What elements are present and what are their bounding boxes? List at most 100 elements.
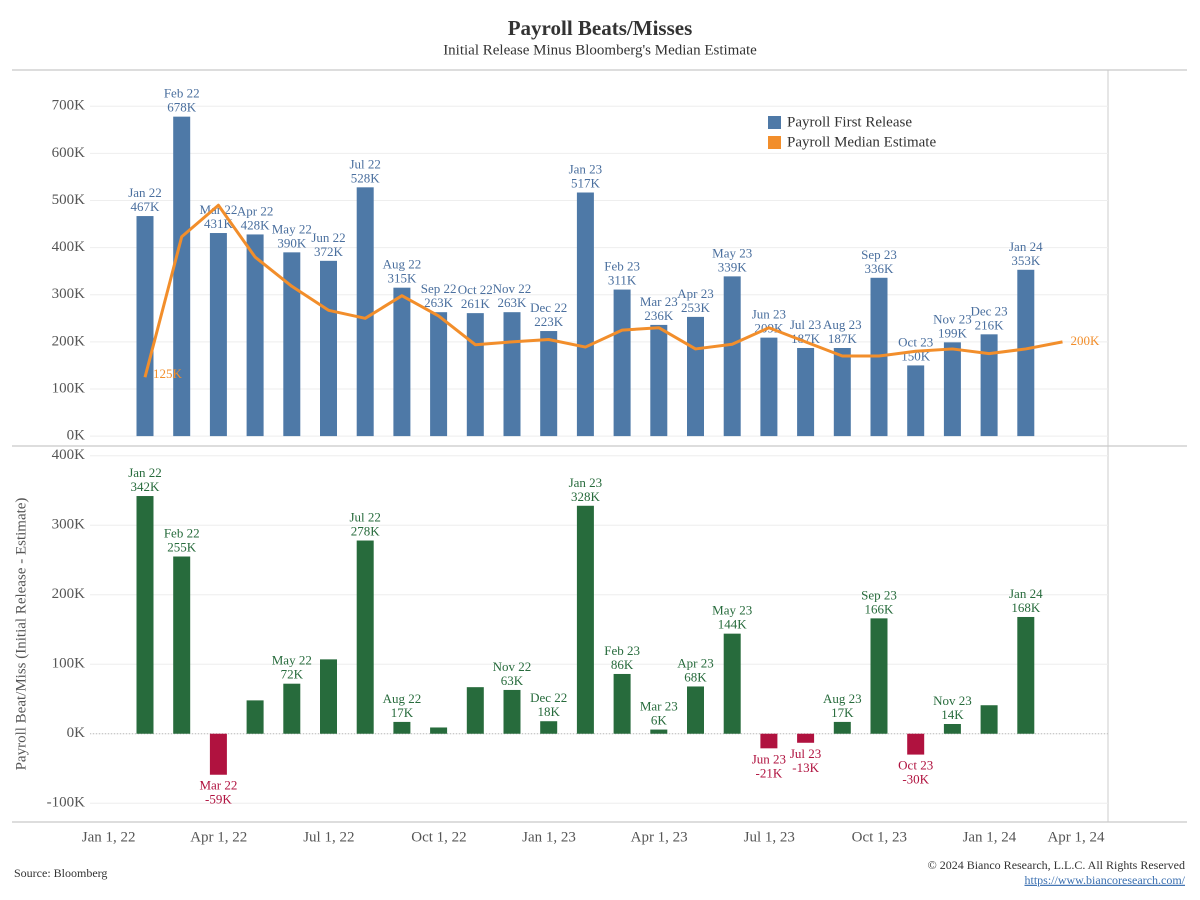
data-label: 678K (167, 100, 197, 115)
data-label: 236K (644, 308, 674, 323)
data-label-name: Apr 23 (677, 655, 713, 670)
data-label: 261K (461, 296, 491, 311)
data-label: 336K (865, 261, 895, 276)
data-label-name: Feb 23 (604, 643, 640, 658)
data-label: 144K (718, 617, 748, 632)
data-label-name: Jul 23 (790, 746, 821, 761)
bar (613, 289, 631, 437)
data-label-name: Mar 23 (640, 294, 678, 309)
data-label: 339K (718, 259, 748, 274)
data-label-name: Jul 23 (790, 317, 821, 332)
bar (650, 324, 668, 437)
data-label-name: Jan 24 (1009, 239, 1043, 254)
chart-subtitle: Initial Release Minus Bloomberg's Median… (443, 42, 757, 58)
bar (760, 733, 778, 749)
bar (173, 116, 191, 437)
data-label: 14K (941, 707, 964, 722)
url[interactable]: https://www.biancoresearch.com/ (1024, 873, 1185, 887)
bar (393, 287, 411, 437)
y-tick-label: 500K (52, 192, 86, 208)
data-label-name: May 23 (712, 603, 752, 618)
bar (430, 727, 448, 734)
data-label: -30K (902, 772, 929, 787)
data-label-name: Jan 23 (569, 475, 603, 490)
bar (576, 192, 594, 437)
data-label-name: Nov 22 (493, 281, 532, 296)
data-label-name: Oct 22 (458, 282, 493, 297)
data-label: 311K (608, 273, 637, 288)
data-label: 187K (791, 331, 821, 346)
data-label-name: Jul 22 (349, 510, 380, 525)
line (143, 203, 1063, 378)
data-label: 72K (281, 667, 304, 682)
legend-label: Payroll First Release (787, 114, 912, 130)
x-tick-label: Oct 1, 23 (852, 829, 907, 845)
x-tick-label: Jan 1, 24 (963, 829, 1017, 845)
data-label: 168K (1011, 600, 1041, 615)
data-label-name: Dec 23 (971, 303, 1008, 318)
copyright: © 2024 Bianco Research, L.L.C. All Right… (928, 858, 1185, 872)
bar (576, 505, 594, 734)
legend-label: Payroll Median Estimate (787, 134, 936, 150)
source: Source: Bloomberg (14, 866, 107, 880)
x-tick-label: Jul 1, 22 (303, 829, 354, 845)
bar (833, 347, 851, 437)
data-label-name: Jan 23 (569, 161, 603, 176)
data-label: 315K (387, 271, 417, 286)
data-label: -21K (756, 765, 783, 780)
data-label: 86K (611, 657, 634, 672)
data-label-name: Aug 22 (383, 691, 422, 706)
bar (540, 721, 558, 734)
bar (136, 496, 154, 734)
bar (540, 331, 558, 437)
x-tick-label: Jan 1, 23 (522, 829, 576, 845)
x-tick-label: Oct 1, 22 (411, 829, 466, 845)
data-label: 390K (277, 235, 307, 250)
bar (833, 721, 851, 734)
bar (320, 260, 337, 437)
y-tick-label: 0K (67, 725, 86, 741)
y-tick-label: 100K (52, 656, 86, 672)
data-label-name: May 22 (272, 221, 312, 236)
y-tick-label: 400K (52, 447, 86, 463)
data-label: 6K (651, 713, 668, 728)
bar (356, 540, 374, 734)
bar (687, 316, 704, 437)
data-label: 328K (571, 489, 601, 504)
bar (870, 618, 888, 734)
bar (687, 686, 704, 734)
bar (723, 276, 741, 437)
y-tick-label: 300K (52, 286, 86, 302)
data-label: 528K (351, 170, 381, 185)
data-label: 223K (534, 314, 564, 329)
data-label: 467K (131, 199, 161, 214)
bar (209, 733, 227, 775)
data-label: 431K (204, 216, 234, 231)
link[interactable]: https://www.biancoresearch.com/ (1024, 873, 1185, 887)
bar (760, 337, 778, 437)
bar (907, 733, 925, 755)
y-tick-label: -100K (47, 795, 85, 811)
bar (466, 313, 484, 437)
data-label: 255K (167, 539, 197, 554)
data-label: 199K (938, 325, 968, 340)
y-tick-label: 200K (52, 333, 86, 349)
data-label: 342K (131, 479, 161, 494)
data-label-name: Aug 23 (823, 317, 862, 332)
bar (246, 700, 264, 734)
data-label: 68K (684, 669, 707, 684)
bar (723, 633, 741, 734)
data-label: 353K (1011, 253, 1041, 268)
y-tick-label: 200K (52, 586, 86, 602)
data-label-name: Jul 22 (349, 156, 380, 171)
data-label-name: Jan 22 (128, 465, 162, 480)
bar (980, 705, 998, 734)
data-label: -13K (792, 760, 819, 775)
data-label: 278K (351, 524, 381, 539)
bar (209, 233, 227, 437)
x-tick-label: Apr 1, 24 (1047, 829, 1105, 845)
data-label: 18K (538, 704, 561, 719)
bar (1017, 269, 1035, 437)
bar (650, 729, 668, 734)
